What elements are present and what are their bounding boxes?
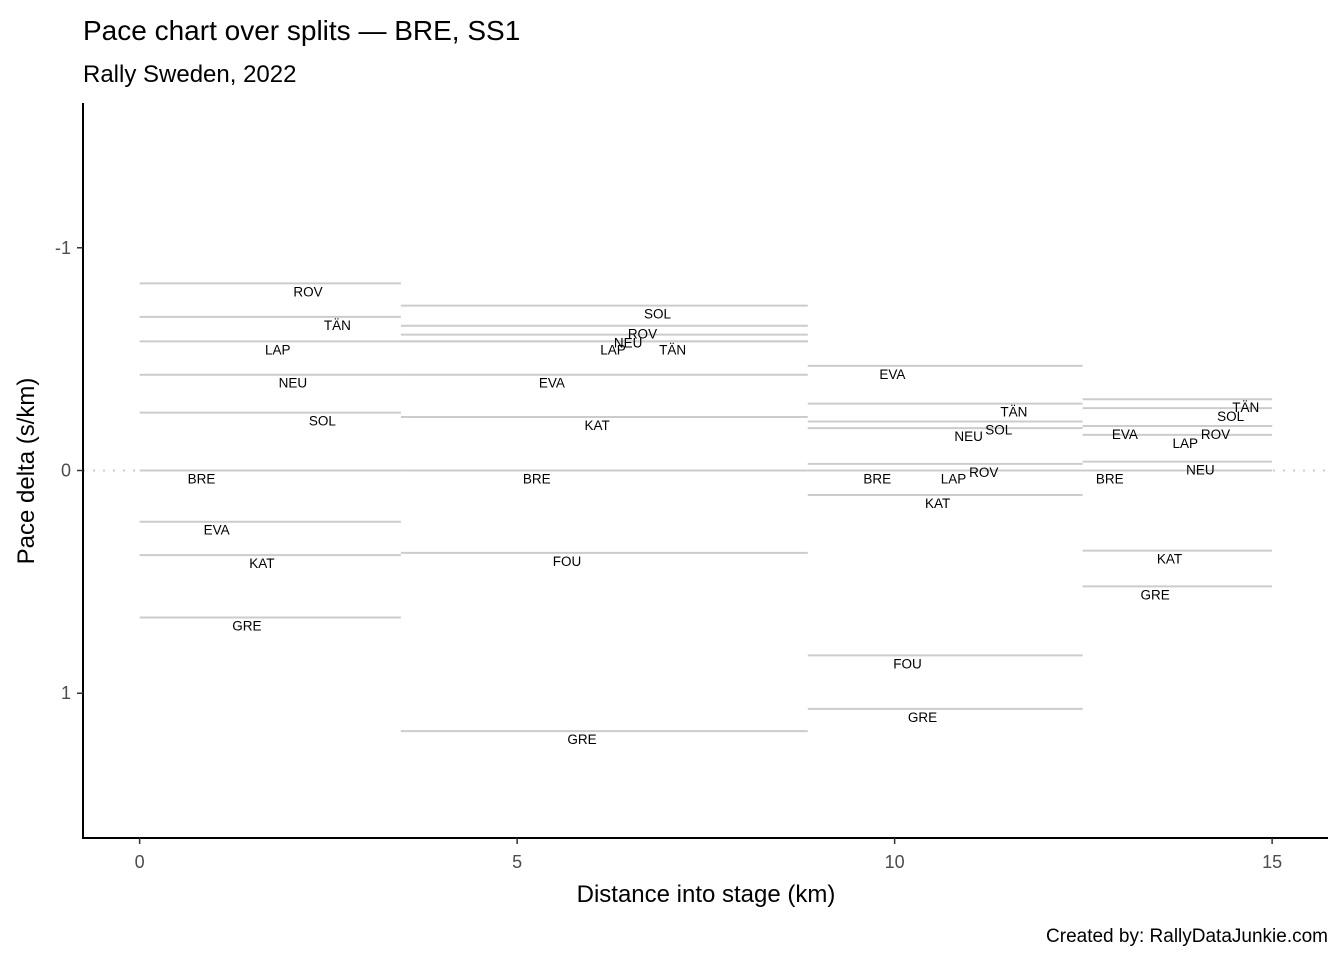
driver-label-rov-split-1: ROV [293, 284, 322, 299]
x-tick-label: 5 [512, 852, 522, 872]
driver-label-eva-split-1: EVA [204, 523, 230, 538]
x-tick-label: 0 [135, 852, 145, 872]
driver-label-bre-split-3: BRE [863, 472, 891, 487]
driver-label-rov-split-3: ROV [969, 465, 998, 480]
driver-label-sol-split-1: SOL [309, 414, 337, 429]
driver-label-gre-split-1: GRE [232, 619, 261, 634]
driver-label-lap-split-3: LAP [941, 472, 967, 487]
driver-label-bre-split-4: BRE [1096, 472, 1124, 487]
chart-subtitle: Rally Sweden, 2022 [83, 61, 296, 88]
x-tick-label: 10 [885, 852, 905, 872]
driver-label-kat-split-1: KAT [249, 556, 274, 571]
driver-label-tän-split-2: TÄN [659, 342, 686, 357]
y-tick-label: -1 [55, 238, 71, 258]
driver-label-bre-split-1: BRE [188, 472, 216, 487]
driver-label-lap-split-2: LAP [600, 342, 626, 357]
chart-title: Pace chart over splits — BRE, SS1 [83, 15, 520, 46]
x-axis-label: Distance into stage (km) [577, 881, 836, 908]
x-tick-label: 15 [1262, 852, 1282, 872]
y-axis-ticks: -1 0 1 [55, 238, 83, 703]
driver-label-rov-split-4: ROV [1201, 427, 1230, 442]
y-tick-label: 1 [61, 683, 71, 703]
driver-label-tän-split-3: TÄN [1000, 405, 1027, 420]
driver-label-gre-split-4: GRE [1140, 587, 1169, 602]
driver-label-sol-split-4: SOL [1217, 409, 1245, 424]
driver-label-neu-split-2: NEU [614, 336, 643, 351]
driver-label-fou-split-2: FOU [553, 554, 582, 569]
driver-label-lap-split-1: LAP [265, 342, 291, 357]
driver-label-eva-split-4: EVA [1112, 427, 1138, 442]
driver-label-neu-split-4: NEU [1186, 463, 1215, 478]
driver-label-fou-split-3: FOU [893, 656, 922, 671]
driver-label-kat-split-3: KAT [925, 496, 950, 511]
driver-label-sol-split-3: SOL [985, 423, 1013, 438]
y-tick-label: 0 [61, 461, 71, 481]
driver-label-tän-split-4: TÄN [1232, 400, 1259, 415]
driver-label-lap-split-4: LAP [1173, 436, 1199, 451]
driver-label-gre-split-3: GRE [908, 710, 937, 725]
driver-label-gre-split-2: GRE [567, 732, 596, 747]
driver-label-neu-split-1: NEU [279, 376, 308, 391]
driver-label-eva-split-2: EVA [539, 376, 565, 391]
driver-label-neu-split-3: NEU [954, 429, 983, 444]
driver-label-sol-split-2: SOL [644, 307, 672, 322]
x-axis-ticks: 0 5 10 15 [135, 838, 1282, 872]
driver-label-kat-split-2: KAT [585, 418, 610, 433]
driver-label-tän-split-1: TÄN [324, 318, 351, 333]
driver-label-rov-split-2: ROV [628, 327, 657, 342]
y-axis-label: Pace delta (s/km) [13, 378, 40, 565]
driver-label-kat-split-4: KAT [1157, 552, 1182, 567]
driver-label-bre-split-2: BRE [523, 472, 551, 487]
driver-label-eva-split-3: EVA [879, 367, 905, 382]
chart-caption: Created by: RallyDataJunkie.com [1046, 926, 1328, 947]
